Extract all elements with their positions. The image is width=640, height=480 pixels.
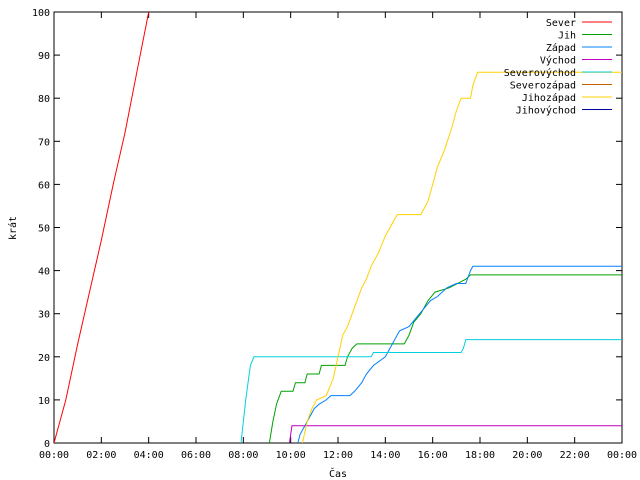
- y-axis-label: krát: [7, 216, 19, 240]
- x-tick-label: 00:00: [39, 450, 69, 461]
- x-tick-label: 18:00: [465, 450, 495, 461]
- legend: Sever JihZápadVýchodSeverovýchodSeverozáp…: [504, 18, 612, 117]
- legend-label: Západ: [546, 42, 576, 54]
- y-tick-label: 20: [38, 353, 50, 364]
- y-tick-label: 10: [38, 396, 50, 407]
- legend-label: Východ: [540, 55, 576, 67]
- x-tick-label: 14:00: [370, 450, 400, 461]
- x-tick-label: 12:00: [323, 450, 353, 461]
- legend-label: Jihovýchod: [516, 105, 576, 117]
- x-tick-label: 02:00: [86, 450, 116, 461]
- series-line-3: [289, 425, 622, 443]
- series-line-0: [54, 12, 150, 443]
- y-tick-label: 60: [38, 180, 50, 191]
- legend-label: Jih: [558, 31, 576, 42]
- legend-label: Jihozápad: [522, 92, 576, 104]
- x-tick-label: 20:00: [512, 450, 542, 461]
- x-tick-label: 00:00: [607, 450, 637, 461]
- series-line-1: [268, 274, 622, 443]
- y-tick-label: 0: [44, 439, 50, 450]
- y-tick-label: 50: [38, 224, 50, 235]
- legend-label: Severozápad: [510, 80, 576, 92]
- y-tick-label: 30: [38, 310, 50, 321]
- legend-label: Sever: [546, 18, 576, 29]
- series-line-2: [297, 265, 622, 443]
- y-tick-label: 40: [38, 267, 50, 278]
- y-tick-label: 80: [38, 94, 50, 105]
- series-line-6: [302, 71, 622, 443]
- y-tick-label: 90: [38, 51, 50, 62]
- y-tick-label: 100: [32, 8, 50, 19]
- x-tick-label: 04:00: [134, 450, 164, 461]
- legend-label: Severovýchod: [504, 67, 576, 79]
- x-axis-label: Čas: [329, 467, 347, 480]
- series-layer: [54, 12, 622, 443]
- x-tick-label: 06:00: [181, 450, 211, 461]
- x-tick-label: 16:00: [418, 450, 448, 461]
- series-line-4: [240, 339, 622, 443]
- x-tick-label: 10:00: [276, 450, 306, 461]
- x-axis: 00:00 02:00 04:00 06:00 08:00 10:00 12:00 14:00…: [39, 12, 637, 461]
- y-axis: 0 10 20 30 40 50 60 70 80 90 100: [32, 8, 622, 450]
- y-tick-label: 70: [38, 137, 50, 148]
- x-tick-label: 08:00: [228, 450, 258, 461]
- x-tick-label: 22:00: [560, 450, 590, 461]
